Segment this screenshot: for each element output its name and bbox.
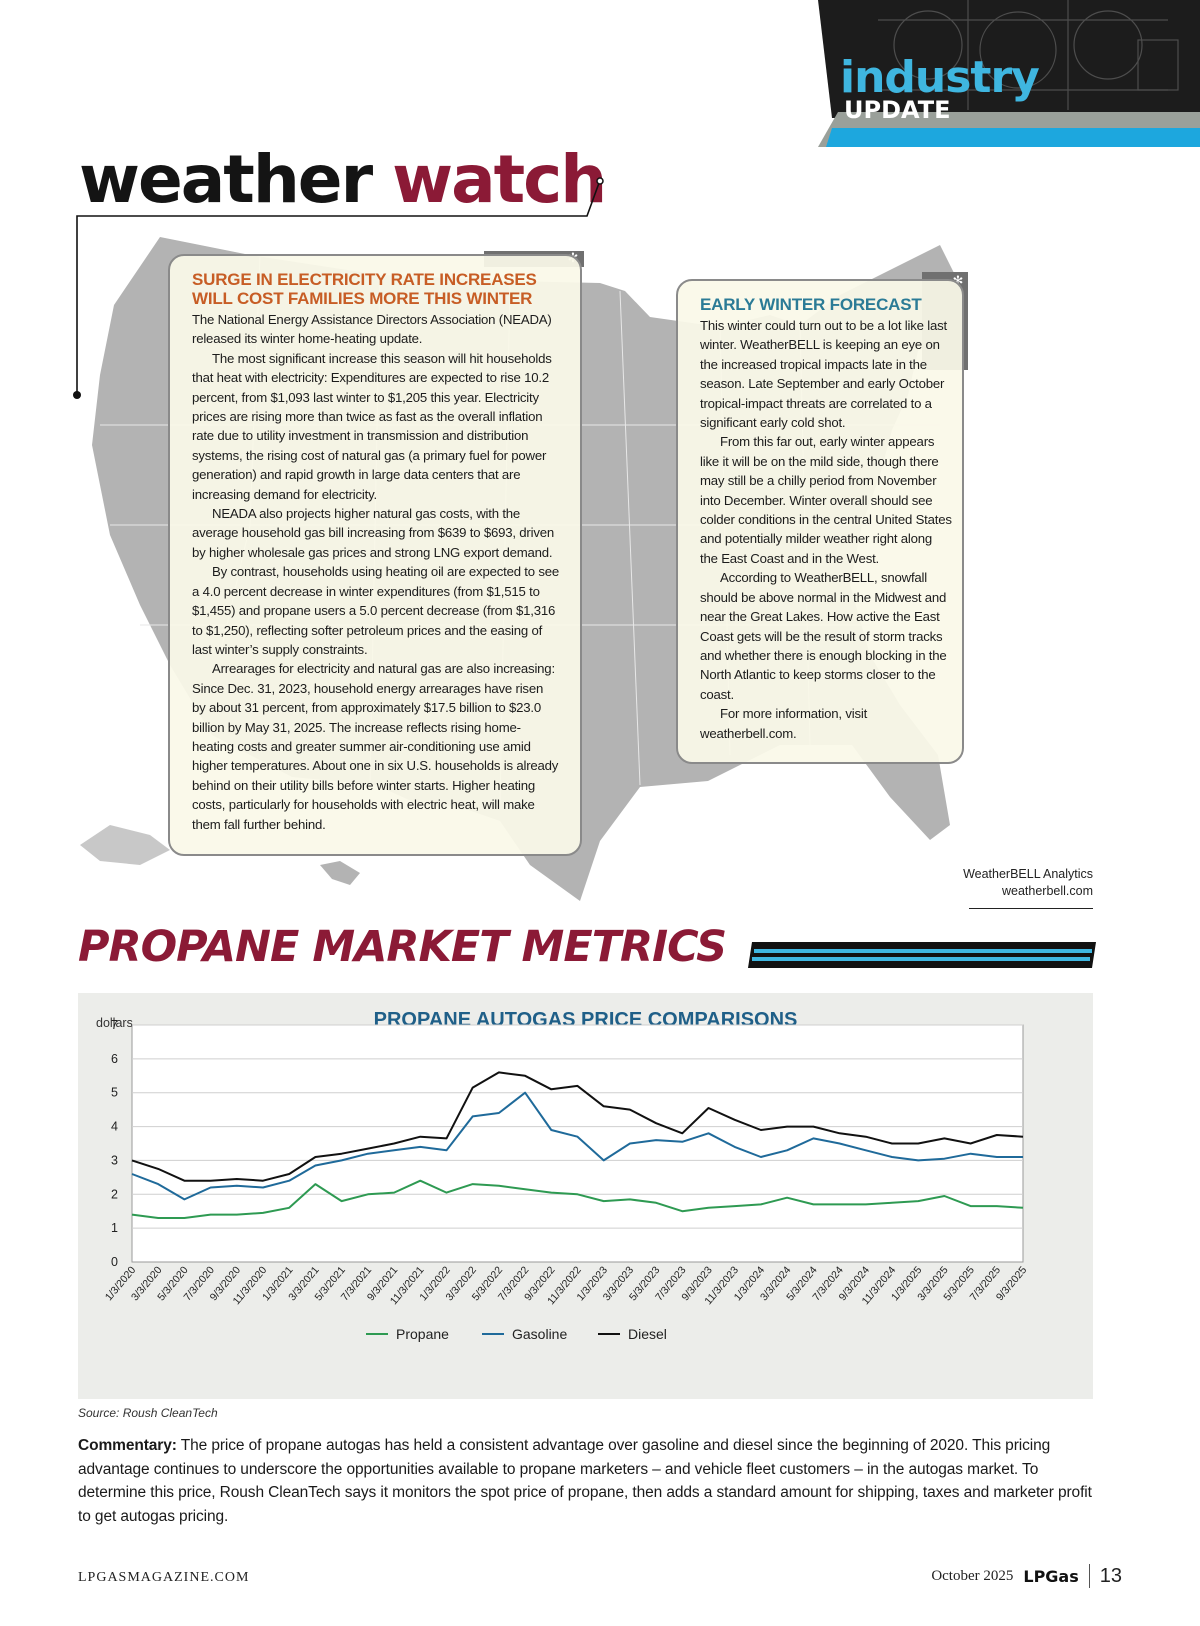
commentary: Commentary: The price of propane autogas… [78,1434,1098,1528]
article-paragraph: This winter could turn out to be a lot l… [700,318,947,431]
y-tick-label: 7 [111,1018,118,1032]
commentary-label: Commentary: [78,1437,177,1454]
commentary-text: The price of propane autogas has held a … [78,1437,1092,1525]
y-tick-label: 4 [111,1120,118,1134]
heading-stripes [748,942,1096,968]
page-number: 13 [1099,1564,1122,1587]
section-tag-industry: industry [840,52,1040,103]
article-paragraph: By contrast, households using heating oi… [192,564,560,657]
series-line-diesel [131,1071,1024,1182]
price-chart-panel: PROPANE AUTOGAS PRICE COMPARISONS dollar… [78,993,1093,1399]
y-axis-label: dollars [96,1016,133,1030]
market-metrics-heading: PROPANE MARKET METRICS [78,922,727,972]
section-tag: industry UPDATE [818,0,1200,147]
y-tick-label: 2 [111,1187,118,1201]
credit-divider [969,908,1093,909]
y-tick-label: 0 [111,1255,118,1269]
weather-watch-title: weather watch [79,147,607,213]
weather-watch-title-part2: watch [392,141,607,218]
y-tick-label: 6 [111,1052,118,1066]
series-line-gasoline [131,1091,1023,1201]
gear-icon: ✻ [952,274,964,289]
footer-divider [1088,1564,1090,1588]
article-paragraph: For more information, visit weatherbell.… [700,706,868,741]
y-tick-label: 3 [111,1153,118,1167]
map-credit-url: weatherbell.com [1001,884,1093,898]
footer-brand: LPGas [1023,1566,1079,1586]
section-tag-update: UPDATE [844,96,951,124]
article-paragraph: NEADA also projects higher natural gas c… [192,506,555,560]
article-paragraph: The most significant increase this seaso… [192,350,552,502]
legend-label-diesel: Diesel [628,1326,667,1342]
y-tick-label: 5 [111,1086,118,1100]
article-paragraph: The National Energy Assistance Directors… [192,312,552,347]
legend-label-propane: Propane [396,1326,449,1342]
series-line-propane [131,1179,1024,1219]
article-paragraph: Arrearages for electricity and natural g… [192,661,559,832]
article-paragraph: From this far out, early winter appears … [700,434,952,566]
footer-date: October 2025 [931,1567,1014,1584]
article-heading: SURGE IN ELECTRICITY RATE INCREASES WILL… [192,270,537,308]
weather-watch-title-part1: weather [79,141,373,218]
map-credit: WeatherBELL Analytics weatherbell.com [893,866,1093,900]
footer-info: October 2025 LPGas 13 [931,1562,1122,1590]
article-heading: EARLY WINTER FORECAST [700,295,922,314]
section-tag-graphic [818,0,1200,147]
legend-label-gasoline: Gasoline [512,1326,567,1342]
article-paragraph: According to WeatherBELL, snowfall shoul… [700,570,947,702]
electricity-rate-article: SURGE IN ELECTRICITY RATE INCREASES WILL… [168,254,582,856]
y-tick-label: 1 [111,1221,118,1235]
plot-area [131,1024,1024,1263]
chart-source: Source: Roush CleanTech [78,1406,218,1420]
map-credit-name: WeatherBELL Analytics [963,867,1093,881]
decorative-connector-line [73,177,604,399]
footer-website: LPGASMAGAZINE.COM [78,1570,250,1585]
winter-forecast-article: EARLY WINTER FORECAST This winter could … [676,279,964,764]
price-chart: dollars012345671/3/20203/3/20205/3/20207… [96,1016,1029,1342]
